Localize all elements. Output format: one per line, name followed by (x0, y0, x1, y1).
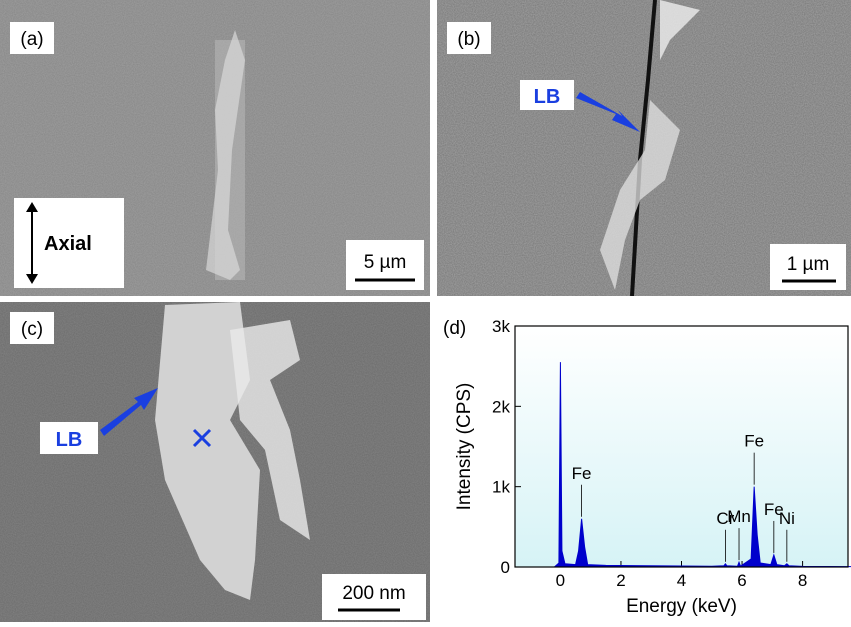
y-tick-label: 1k (492, 478, 510, 497)
panel-label: (a) (20, 29, 43, 50)
scale-label: 1 µm (787, 254, 830, 275)
y-axis-label: Intensity (CPS) (454, 383, 475, 511)
plot-background (515, 326, 848, 567)
y-tick-label: 3k (492, 317, 510, 336)
scale-label: 5 µm (364, 252, 407, 273)
x-tick-label: 0 (556, 571, 565, 590)
figure: (a) Axial 5 µm (b) LB 1 µm (c) LB 200 nm… (0, 0, 851, 622)
panel-label: (d) (443, 318, 466, 339)
panel-label: (c) (21, 319, 43, 340)
x-tick-label: 6 (737, 571, 746, 590)
annotation: LB (534, 86, 561, 108)
x-tick-label: 4 (677, 571, 686, 590)
annotation: Axial (44, 233, 92, 255)
y-tick-label: 2k (492, 397, 510, 416)
annotation: Fe (744, 432, 764, 451)
x-tick-label: 8 (798, 571, 807, 590)
annotation: Ni (779, 509, 795, 528)
y-tick-label: 0 (501, 558, 510, 577)
x-tick-label: 2 (616, 571, 625, 590)
annotation: Mn (727, 507, 751, 526)
panel-label: (b) (457, 29, 480, 50)
annotation: LB (56, 429, 83, 451)
x-axis-label: Energy (keV) (626, 596, 737, 617)
annotation: Fe (572, 464, 592, 483)
scale-label: 200 nm (342, 583, 405, 604)
